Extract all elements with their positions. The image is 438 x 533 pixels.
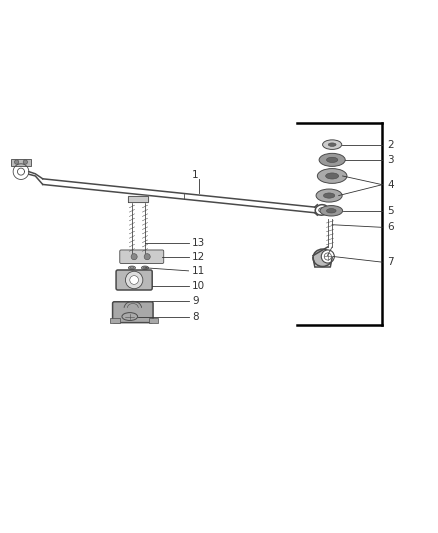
FancyBboxPatch shape xyxy=(120,250,164,263)
Ellipse shape xyxy=(325,173,339,179)
Circle shape xyxy=(144,254,150,260)
Text: 9: 9 xyxy=(192,296,199,306)
Ellipse shape xyxy=(141,266,148,270)
Text: 10: 10 xyxy=(192,281,205,291)
FancyBboxPatch shape xyxy=(149,318,158,323)
Ellipse shape xyxy=(122,313,138,320)
Circle shape xyxy=(14,160,19,164)
Ellipse shape xyxy=(323,193,335,198)
Polygon shape xyxy=(128,196,148,201)
Ellipse shape xyxy=(322,140,342,149)
Text: 12: 12 xyxy=(192,252,205,262)
Polygon shape xyxy=(11,158,31,166)
Circle shape xyxy=(125,271,143,289)
Text: 11: 11 xyxy=(192,266,205,276)
Text: 7: 7 xyxy=(388,257,394,267)
Text: 4: 4 xyxy=(388,180,394,190)
Ellipse shape xyxy=(128,266,135,270)
Text: 6: 6 xyxy=(388,222,394,232)
FancyBboxPatch shape xyxy=(113,302,153,322)
Text: 3: 3 xyxy=(388,155,394,165)
Text: 5: 5 xyxy=(388,206,394,216)
Text: 13: 13 xyxy=(192,238,205,247)
Circle shape xyxy=(130,276,138,284)
Ellipse shape xyxy=(316,189,342,202)
Circle shape xyxy=(131,254,137,260)
Ellipse shape xyxy=(320,206,343,216)
Circle shape xyxy=(321,250,334,263)
Ellipse shape xyxy=(326,157,338,163)
Ellipse shape xyxy=(313,249,332,266)
Text: 8: 8 xyxy=(192,312,199,321)
Ellipse shape xyxy=(318,168,347,183)
Ellipse shape xyxy=(328,143,336,147)
Text: 2: 2 xyxy=(388,140,394,150)
Circle shape xyxy=(23,160,28,164)
Text: 1: 1 xyxy=(192,170,198,180)
Ellipse shape xyxy=(326,208,336,213)
Ellipse shape xyxy=(319,154,345,166)
FancyBboxPatch shape xyxy=(116,270,152,290)
FancyBboxPatch shape xyxy=(110,318,120,323)
